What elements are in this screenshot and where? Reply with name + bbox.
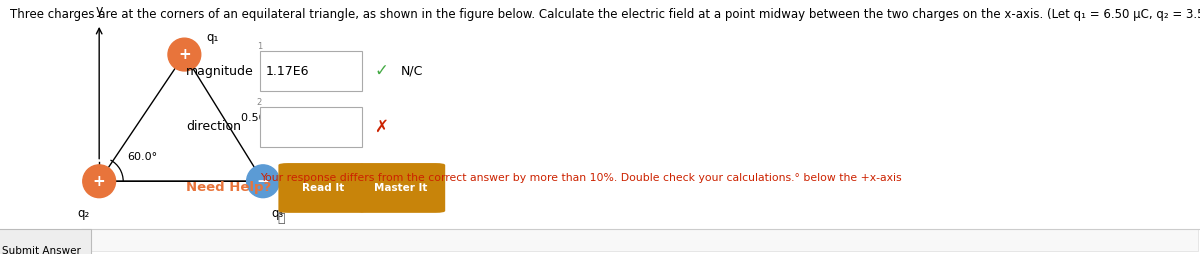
Circle shape bbox=[247, 165, 280, 198]
Text: 2: 2 bbox=[257, 98, 262, 107]
Text: Read It: Read It bbox=[301, 183, 344, 193]
Circle shape bbox=[168, 38, 200, 71]
Text: 1: 1 bbox=[257, 42, 262, 51]
Text: ⓘ: ⓘ bbox=[277, 212, 284, 225]
Text: ✗: ✗ bbox=[374, 118, 389, 136]
Text: 0.500 m: 0.500 m bbox=[241, 113, 287, 123]
Text: N/C: N/C bbox=[401, 65, 424, 78]
Text: +: + bbox=[178, 47, 191, 62]
Text: q₃: q₃ bbox=[271, 208, 284, 220]
Text: 60.0°: 60.0° bbox=[127, 152, 157, 162]
Text: ✓: ✓ bbox=[374, 62, 389, 80]
Text: Need Help?: Need Help? bbox=[186, 181, 271, 195]
Text: y: y bbox=[96, 4, 103, 18]
Text: Submit Answer: Submit Answer bbox=[2, 246, 80, 254]
Text: direction: direction bbox=[186, 120, 241, 134]
Text: Three charges are at the corners of an equilateral triangle, as shown in the fig: Three charges are at the corners of an e… bbox=[10, 8, 1200, 21]
Text: Master It: Master It bbox=[374, 183, 427, 193]
Text: magnitude: magnitude bbox=[186, 65, 253, 78]
Text: Your response differs from the correct answer by more than 10%. Double check you: Your response differs from the correct a… bbox=[260, 173, 902, 183]
Text: q₂: q₂ bbox=[78, 208, 90, 220]
Text: 1.17E6: 1.17E6 bbox=[265, 65, 308, 78]
Text: +: + bbox=[92, 174, 106, 189]
Text: x: x bbox=[289, 175, 296, 188]
Text: q₁: q₁ bbox=[206, 31, 218, 44]
Circle shape bbox=[83, 165, 115, 198]
Text: −: − bbox=[257, 174, 269, 189]
